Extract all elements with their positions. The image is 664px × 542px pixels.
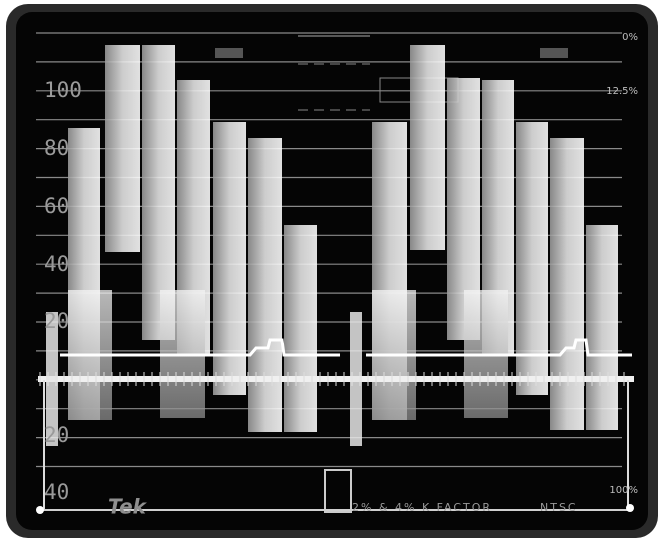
- wave-bar: [550, 138, 584, 430]
- wave-bar: [248, 138, 282, 432]
- wave-bar: [410, 45, 445, 250]
- percent-label: 12.5%: [606, 86, 638, 97]
- sync-pulse: [46, 312, 58, 446]
- setup-trace: [60, 338, 340, 357]
- k-factor-label: 2% & 4% K FACTOR: [352, 501, 492, 514]
- sync-pulse: [350, 312, 362, 446]
- end-dot: [36, 506, 44, 514]
- scale-label: 40: [44, 480, 69, 504]
- scale-label: 20: [44, 309, 69, 333]
- scale-label: 80: [44, 136, 69, 160]
- scale-labels: 100 80 60 40 20 20 40 0% 12.5% 100%: [44, 32, 638, 504]
- wave-bar: [213, 122, 246, 395]
- tip: [215, 48, 243, 58]
- wave-bar: [284, 225, 317, 432]
- scale-label: 20: [44, 423, 69, 447]
- sync-tip: [324, 469, 352, 513]
- scale-label: 40: [44, 252, 69, 276]
- waveform: [36, 45, 634, 514]
- percent-label: 100%: [609, 485, 638, 496]
- wave-bar: [105, 45, 140, 252]
- logo: Tek: [108, 495, 148, 519]
- percent-label: 0%: [622, 32, 638, 43]
- wave-bar: [586, 225, 618, 430]
- scale-label: 100: [44, 78, 82, 102]
- standard-label: NTSC: [540, 501, 578, 514]
- wave-bar: [516, 122, 548, 395]
- end-dot: [626, 504, 634, 512]
- scale-label: 60: [44, 194, 69, 218]
- setup-trace: [366, 338, 632, 357]
- tip: [540, 48, 568, 58]
